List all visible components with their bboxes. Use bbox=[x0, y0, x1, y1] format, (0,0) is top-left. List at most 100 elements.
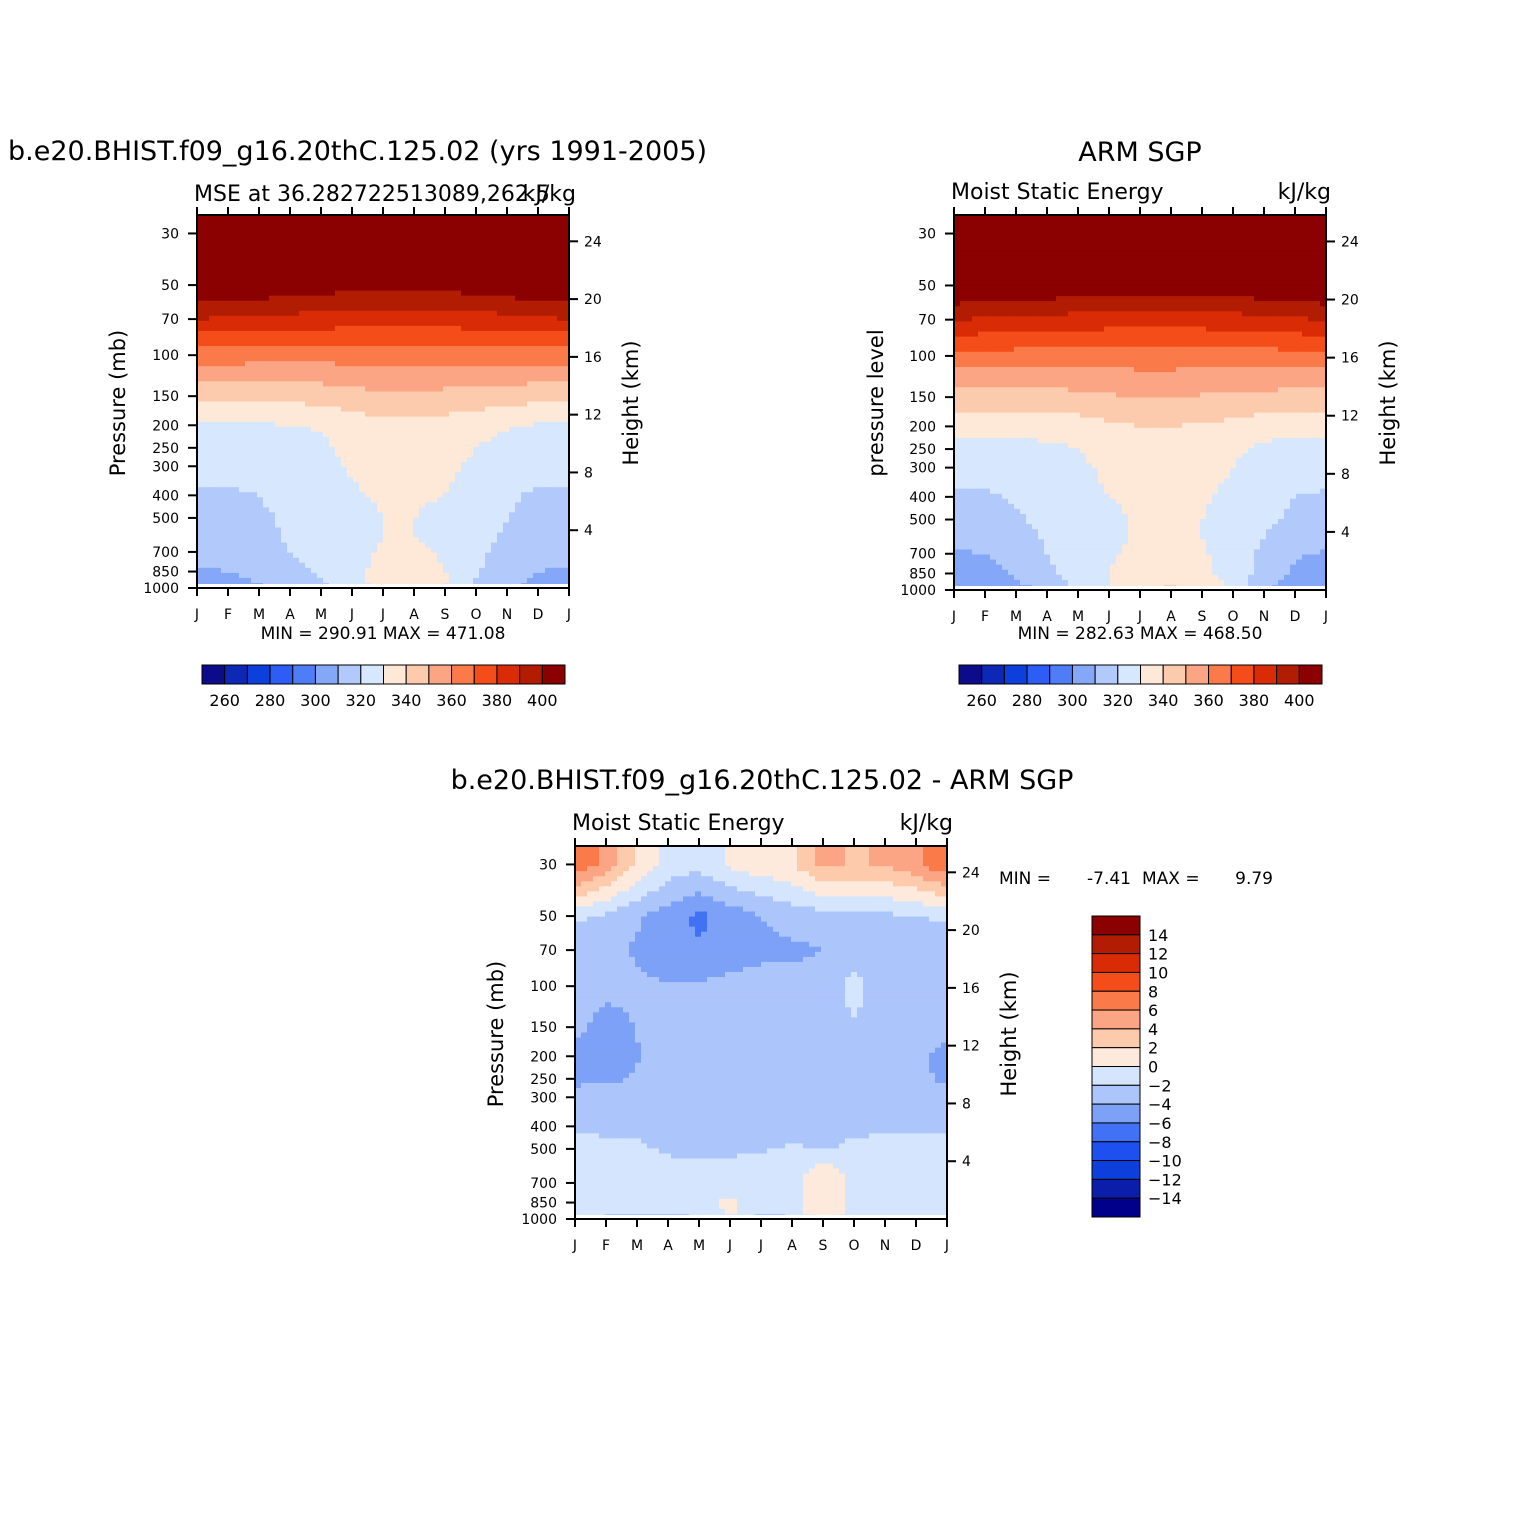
contour-cell bbox=[239, 467, 246, 473]
contour-cell bbox=[491, 245, 498, 251]
contour-cell bbox=[443, 376, 450, 382]
contour-cell bbox=[461, 220, 468, 226]
contour-cell bbox=[239, 366, 246, 372]
contour-cell bbox=[419, 437, 426, 443]
contour-cell bbox=[515, 270, 522, 276]
contour-cell bbox=[359, 331, 366, 337]
contour-cell bbox=[401, 548, 408, 554]
contour-cell bbox=[467, 497, 474, 503]
contour-cell bbox=[257, 407, 264, 413]
contour-cell bbox=[215, 558, 222, 564]
contour-cell bbox=[425, 240, 432, 246]
contour-cell bbox=[293, 502, 300, 508]
contour-cell bbox=[461, 391, 468, 397]
contour-cell bbox=[251, 417, 258, 423]
contour-cell bbox=[413, 502, 420, 508]
contour-cell bbox=[281, 487, 288, 493]
contour-cell bbox=[281, 260, 288, 266]
contour-cell bbox=[347, 573, 354, 579]
contour-cell bbox=[275, 417, 282, 423]
contour-cell bbox=[551, 245, 558, 251]
contour-cell bbox=[275, 512, 282, 518]
contour-cell bbox=[359, 346, 366, 352]
contour-cell bbox=[317, 301, 324, 307]
contour-cell bbox=[251, 407, 258, 413]
contour-cell bbox=[473, 477, 480, 483]
contour-cell bbox=[521, 502, 528, 508]
contour-cell bbox=[425, 291, 432, 297]
contour-cell bbox=[503, 371, 510, 377]
contour-cell bbox=[455, 407, 462, 413]
contour-cell bbox=[491, 220, 498, 226]
contour-cell bbox=[299, 452, 306, 458]
contour-cell bbox=[335, 245, 342, 251]
contour-cell bbox=[281, 220, 288, 226]
contour-cell bbox=[413, 376, 420, 382]
contour-cell bbox=[497, 467, 504, 473]
contour-cell bbox=[263, 270, 270, 276]
contour-cell bbox=[395, 286, 402, 292]
contour-cell bbox=[227, 558, 234, 564]
contour-cell bbox=[263, 326, 270, 332]
contour-cell bbox=[281, 270, 288, 276]
contour-cell bbox=[1314, 220, 1321, 226]
contour-cell bbox=[371, 316, 378, 322]
contour-cell bbox=[425, 341, 432, 347]
contour-cell bbox=[479, 422, 486, 428]
contour-cell bbox=[1170, 225, 1177, 231]
contour-cell bbox=[287, 407, 294, 413]
contour-cell bbox=[317, 245, 324, 251]
contour-cell bbox=[521, 351, 528, 357]
contour-cell bbox=[503, 386, 510, 392]
contour-cell bbox=[551, 427, 558, 433]
contour-cell bbox=[527, 230, 534, 236]
contour-cell bbox=[503, 270, 510, 276]
contour-cell bbox=[347, 331, 354, 337]
contour-cell bbox=[539, 563, 546, 569]
contour-cell bbox=[419, 492, 426, 498]
contour-cell bbox=[521, 356, 528, 362]
contour-cell bbox=[485, 356, 492, 362]
contour-cell bbox=[1026, 225, 1033, 231]
contour-cell bbox=[287, 220, 294, 226]
contour-cell bbox=[311, 265, 318, 271]
contour-cell bbox=[539, 422, 546, 428]
y-tick-label: 850 bbox=[152, 565, 179, 581]
contour-cell bbox=[449, 230, 456, 236]
contour-cell bbox=[491, 225, 498, 231]
contour-cell bbox=[533, 240, 540, 246]
contour-cell bbox=[335, 281, 342, 287]
contour-cell bbox=[479, 553, 486, 559]
contour-cell bbox=[984, 225, 991, 231]
contour-cell bbox=[215, 250, 222, 256]
contour-cell bbox=[449, 437, 456, 443]
contour-cell bbox=[473, 578, 480, 584]
contour-cell bbox=[365, 225, 372, 231]
contour-cell bbox=[359, 245, 366, 251]
contour-cell bbox=[269, 568, 276, 574]
contour-cell bbox=[425, 336, 432, 342]
contour-cell bbox=[341, 402, 348, 408]
contour-cell bbox=[239, 447, 246, 453]
contour-cell bbox=[521, 553, 528, 559]
contour-cell bbox=[497, 321, 504, 327]
contour-cell bbox=[479, 517, 486, 523]
contour-cell bbox=[539, 507, 546, 513]
contour-cell bbox=[467, 472, 474, 478]
contour-cell bbox=[503, 522, 510, 528]
contour-cell bbox=[353, 270, 360, 276]
contour-cell bbox=[389, 457, 396, 463]
contour-cell bbox=[503, 467, 510, 473]
contour-cell bbox=[347, 548, 354, 554]
contour-cell bbox=[467, 311, 474, 317]
contour-cell bbox=[329, 528, 336, 534]
contour-cell bbox=[413, 245, 420, 251]
contour-cell bbox=[245, 512, 252, 518]
contour-cell bbox=[281, 286, 288, 292]
contour-cell bbox=[359, 286, 366, 292]
contour-cell bbox=[473, 260, 480, 266]
contour-cell bbox=[371, 447, 378, 453]
contour-cell bbox=[485, 316, 492, 322]
contour-cell bbox=[479, 502, 486, 508]
contour-cell bbox=[557, 553, 564, 559]
